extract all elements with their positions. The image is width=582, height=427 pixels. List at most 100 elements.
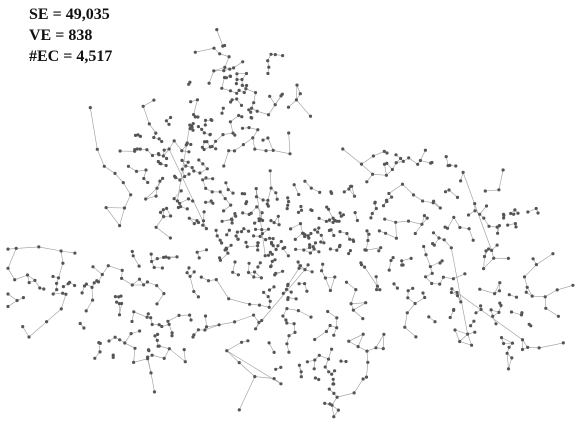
graph-node	[181, 168, 184, 171]
graph-node	[328, 388, 331, 391]
graph-node	[260, 319, 263, 322]
graph-edge	[92, 287, 93, 300]
graph-node	[150, 260, 153, 263]
graph-node	[224, 248, 227, 251]
graph-node	[139, 148, 142, 151]
graph-node	[375, 288, 378, 291]
graph-node	[131, 250, 134, 253]
graph-node	[117, 295, 120, 298]
graph-node	[204, 201, 207, 204]
graph-node	[502, 342, 505, 345]
graph-node	[361, 317, 364, 320]
graph-node	[196, 115, 199, 118]
graph-edge	[414, 195, 423, 201]
graph-node	[130, 332, 133, 335]
graph-node	[255, 195, 258, 198]
graph-edge	[15, 275, 28, 280]
graph-node	[154, 132, 157, 135]
graph-node	[286, 283, 289, 286]
graph-node	[367, 233, 370, 236]
graph-node	[299, 205, 302, 208]
graph-node	[332, 392, 335, 395]
graph-node	[271, 260, 274, 263]
graph-node	[151, 354, 154, 357]
graph-node	[93, 357, 96, 360]
graph-node	[273, 351, 276, 354]
graph-node	[544, 307, 547, 310]
graph-node	[89, 106, 92, 109]
graph-node	[188, 314, 191, 317]
graph-node	[250, 116, 253, 119]
graph-node	[421, 291, 424, 294]
graph-node	[118, 313, 121, 316]
graph-edge	[269, 343, 274, 353]
graph-node	[157, 345, 160, 348]
graph-node	[382, 347, 385, 350]
graph-edge	[243, 138, 252, 145]
graph-node	[267, 66, 270, 69]
graph-edge	[351, 290, 356, 304]
graph-node	[335, 326, 338, 329]
graph-node	[132, 310, 135, 313]
graph-node	[151, 154, 154, 157]
graph-edge	[468, 334, 472, 345]
graph-node	[255, 205, 258, 208]
graph-node	[456, 291, 459, 294]
graph-node	[326, 310, 329, 313]
graph-node	[502, 213, 505, 216]
graph-edge	[239, 377, 255, 410]
graph-node	[13, 278, 16, 281]
graph-node	[205, 140, 208, 143]
graph-node	[149, 316, 152, 319]
graph-node	[295, 98, 298, 101]
graph-node	[396, 287, 399, 290]
graph-edge	[389, 184, 403, 193]
graph-node	[276, 244, 279, 247]
graph-node	[306, 360, 309, 363]
graph-node	[165, 164, 168, 167]
graph-node	[526, 346, 529, 349]
graph-node	[287, 106, 290, 109]
graph-edge	[509, 358, 512, 369]
graph-node	[327, 208, 330, 211]
graph-node	[514, 222, 517, 225]
graph-node	[419, 159, 422, 162]
graph-node	[285, 342, 288, 345]
graph-node	[229, 120, 232, 123]
graph-node	[62, 285, 65, 288]
graph-node	[523, 275, 526, 278]
graph-node	[210, 119, 213, 122]
graph-node	[170, 334, 173, 337]
graph-node	[142, 283, 145, 286]
graph-node	[450, 246, 453, 249]
graph-node	[382, 333, 385, 336]
graph-node	[245, 72, 248, 75]
graph-edge	[190, 276, 194, 291]
graph-node	[287, 334, 290, 337]
graph-node	[193, 222, 196, 225]
graph-node	[228, 68, 231, 71]
graph-edge	[134, 348, 135, 362]
graph-node	[317, 378, 320, 381]
graph-edge	[255, 149, 266, 151]
graph-node	[162, 292, 165, 295]
graph-edge	[376, 334, 384, 348]
graph-node	[269, 219, 272, 222]
graph-node	[268, 237, 271, 240]
graph-edge	[328, 312, 337, 318]
graph-node	[414, 232, 417, 235]
graph-node	[267, 228, 270, 231]
graph-node	[280, 240, 283, 243]
graph-node	[73, 284, 76, 287]
graph-node	[268, 341, 271, 344]
graph-node	[532, 257, 535, 260]
graph-node	[472, 320, 475, 323]
graph-node	[321, 263, 324, 266]
graph-node	[173, 197, 176, 200]
graph-edge	[39, 247, 61, 251]
graph-node	[423, 214, 426, 217]
graph-node	[240, 341, 243, 344]
graph-node	[339, 211, 342, 214]
graph-node	[320, 234, 323, 237]
graph-node	[279, 366, 282, 369]
